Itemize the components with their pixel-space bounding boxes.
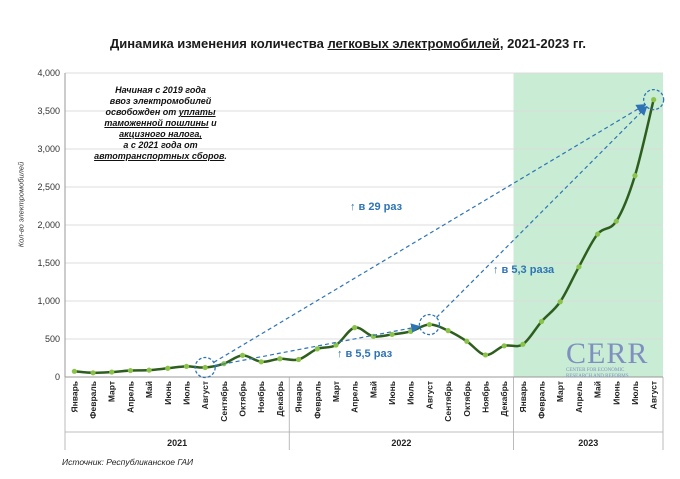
y-tick-label: 2,500: [37, 182, 60, 192]
year-label: 2021: [167, 438, 187, 448]
data-point: [594, 231, 601, 237]
data-point: [501, 343, 507, 349]
annotation-5-5x: ↑ в 5,5 раз: [337, 348, 393, 360]
year-label: 2022: [391, 438, 411, 448]
data-point: [127, 367, 134, 374]
x-tick-label: Сентябрь: [219, 381, 229, 422]
data-point: [352, 325, 358, 331]
x-tick-label: Январь: [294, 381, 304, 413]
x-tick-label: Октябрь: [238, 381, 248, 417]
x-tick-label: Август: [649, 381, 659, 409]
x-tick-label: Декабрь: [275, 381, 285, 417]
highlight-circle: [194, 356, 216, 379]
data-point: [165, 365, 171, 371]
data-point: [613, 218, 619, 224]
data-point: [651, 97, 657, 103]
data-point: [183, 363, 190, 369]
cerr-logo: CERR CENTER FOR ECONOMIC RESEARCH AND RE…: [566, 337, 649, 380]
data-point: [520, 341, 526, 347]
data-point: [445, 328, 451, 334]
y-tick-label: 4,000: [37, 68, 60, 78]
y-tick-label: 0: [55, 372, 60, 382]
x-tick-label: Май: [593, 381, 603, 398]
x-tick-label: Февраль: [537, 381, 547, 419]
data-point: [314, 346, 320, 352]
y-tick-label: 3,500: [37, 106, 60, 116]
data-point: [109, 369, 115, 375]
data-point: [333, 342, 339, 348]
x-tick-label: Март: [555, 381, 565, 402]
x-tick-label: Март: [107, 381, 117, 402]
data-point: [389, 331, 395, 338]
data-point: [202, 364, 208, 371]
data-point: [538, 318, 545, 325]
data-point: [426, 321, 433, 328]
data-point: [632, 173, 638, 179]
x-tick-label: Ноябрь: [480, 381, 490, 413]
data-point: [90, 370, 96, 376]
x-tick-label: Июнь: [387, 381, 397, 405]
annotation-5-3x: ↑ в 5,3 раза: [493, 264, 555, 276]
x-tick-label: Апрель: [350, 381, 360, 413]
x-tick-label: Июль: [406, 381, 416, 405]
chart-title: Динамика изменения количества легковых э…: [110, 36, 587, 51]
y-axis-label: Кол-во электромобилей: [16, 161, 26, 248]
x-tick-label: Ноябрь: [256, 381, 266, 413]
x-tick-label: Январь: [69, 381, 79, 413]
data-point: [258, 359, 264, 365]
y-tick-label: 500: [45, 334, 60, 344]
data-point: [239, 352, 246, 358]
year-label: 2023: [578, 438, 598, 448]
data-point: [408, 328, 414, 334]
data-point: [482, 352, 489, 358]
x-tick-label: Декабрь: [499, 381, 509, 417]
policy-note: Начиная с 2019 года ввоз электромобилей …: [94, 85, 227, 161]
data-point: [71, 368, 77, 374]
data-point: [557, 299, 563, 305]
y-tick-label: 1,500: [37, 258, 60, 268]
x-tick-label: Май: [144, 381, 154, 398]
x-tick-label: Июль: [181, 381, 191, 405]
x-tick-label: Февраль: [88, 381, 98, 419]
x-tick-label: Апрель: [125, 381, 135, 413]
x-tick-label: Октябрь: [462, 381, 472, 417]
data-point: [295, 356, 302, 363]
x-tick-label: Май: [368, 381, 378, 398]
arrow-2022-2023: [436, 105, 648, 318]
x-tick-label: Июль: [630, 381, 640, 405]
x-tick-label: Июнь: [611, 381, 621, 405]
data-point: [146, 367, 152, 373]
x-tick-label: Январь: [518, 381, 528, 413]
x-tick-label: Июнь: [163, 381, 173, 405]
x-tick-label: Август: [424, 381, 434, 409]
highlight-circle: [643, 88, 665, 111]
data-point: [576, 264, 582, 270]
y-tick-label: 2,000: [37, 220, 60, 230]
y-tick-label: 1,000: [37, 296, 60, 306]
x-tick-label: Август: [200, 381, 210, 409]
annotation-29x: ↑ в 29 раз: [350, 201, 403, 213]
data-point: [277, 356, 283, 362]
x-tick-label: Апрель: [574, 381, 584, 413]
x-tick-label: Февраль: [312, 381, 322, 419]
y-tick-label: 3,000: [37, 144, 60, 154]
x-tick-label: Март: [331, 381, 341, 402]
data-point: [464, 338, 470, 344]
source-note: Источник: Республиканское ГАИ: [62, 457, 194, 467]
x-tick-label: Сентябрь: [443, 381, 453, 422]
